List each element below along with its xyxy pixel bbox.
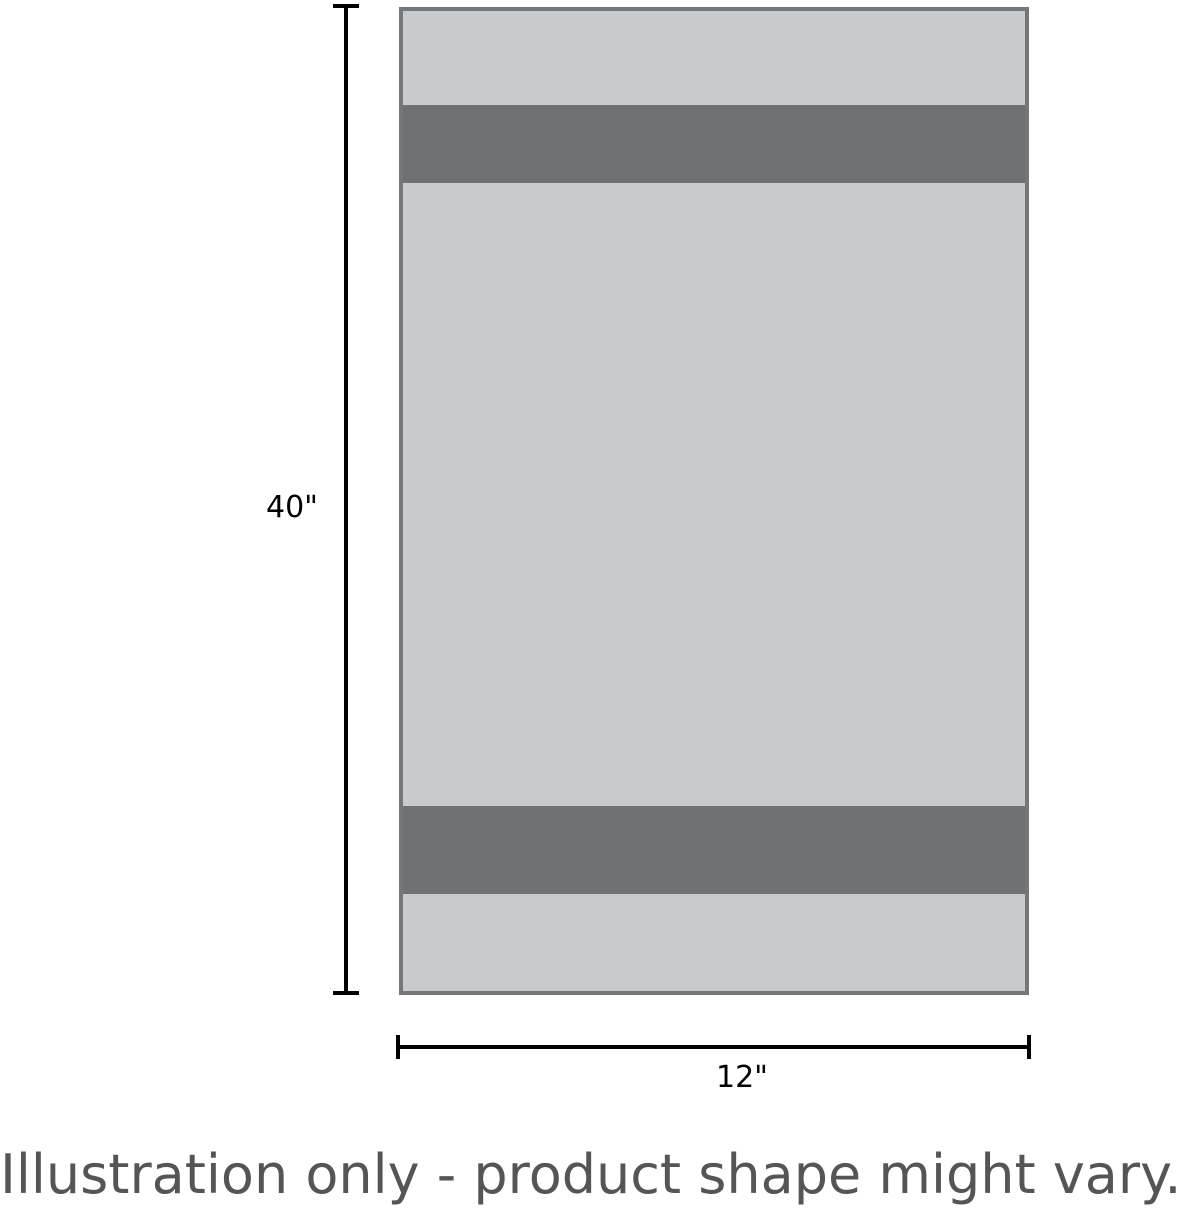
height-dimension-line: [344, 6, 348, 994]
bottom-stripe: [403, 806, 1025, 894]
caption: Illustration only - product shape might …: [0, 1143, 1182, 1206]
towel-outline: [399, 7, 1029, 995]
width-left-cap: [396, 1035, 400, 1059]
height-bottom-cap: [333, 991, 359, 995]
height-top-cap: [333, 4, 359, 8]
width-label: 12": [716, 1060, 768, 1095]
width-right-cap: [1027, 1035, 1031, 1059]
top-stripe: [403, 105, 1025, 183]
height-label: 40": [266, 490, 318, 525]
width-dimension-line: [398, 1045, 1030, 1049]
